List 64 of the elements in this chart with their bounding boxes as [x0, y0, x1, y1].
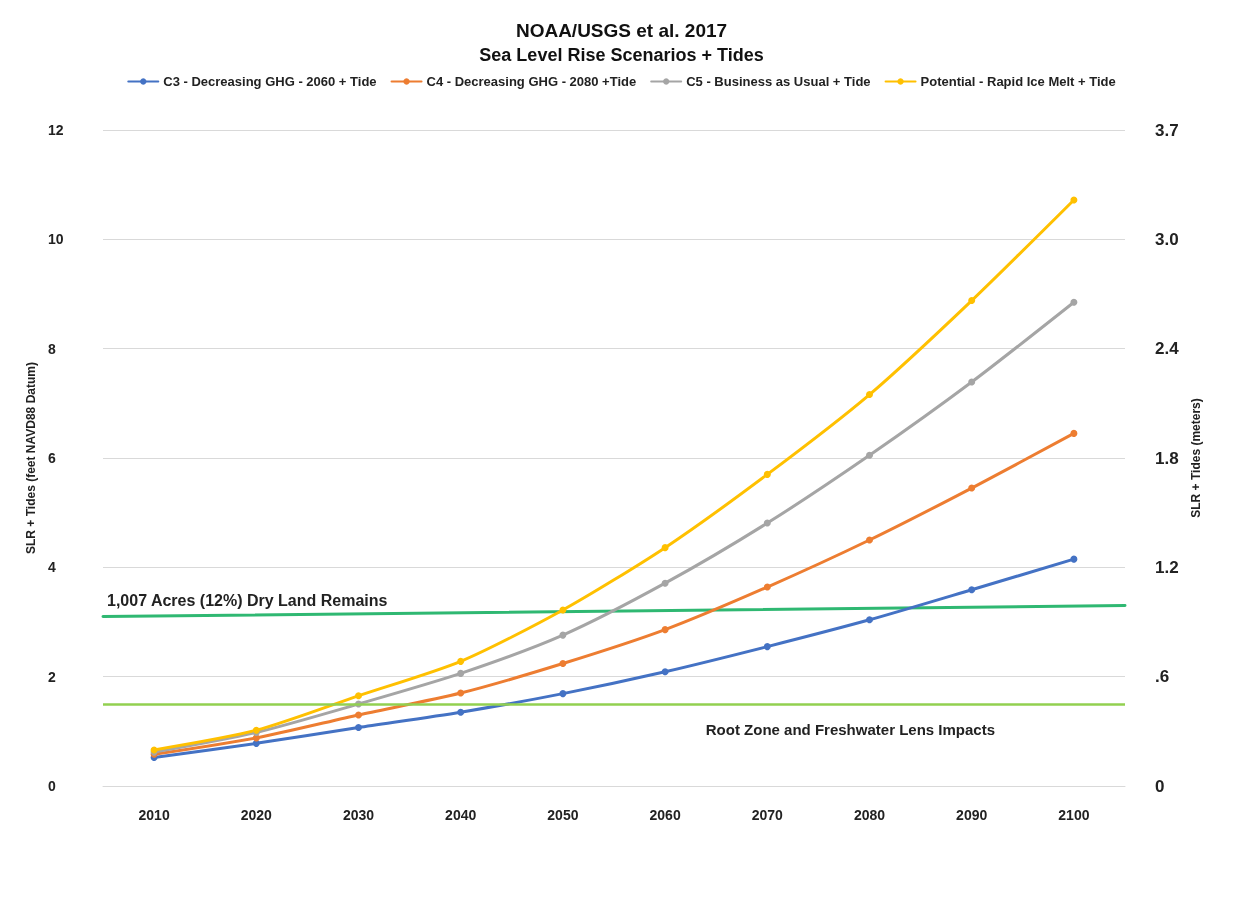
point — [1070, 298, 1078, 306]
ref-line-label: Root Zone and Freshwater Lens Impacts — [705, 721, 995, 738]
annotation: 1,007 Acres (12%) Dry Land Remains — [107, 592, 388, 610]
point — [968, 297, 976, 305]
point — [968, 484, 976, 492]
point — [457, 669, 465, 677]
point — [559, 660, 567, 668]
point — [661, 544, 669, 552]
y2-tick-label: 3.7 — [1155, 120, 1179, 140]
point — [866, 536, 873, 544]
point — [559, 631, 567, 639]
x-tick-label: 2010 — [138, 807, 170, 823]
point — [968, 586, 976, 594]
y-tick-label: 4 — [48, 559, 56, 576]
y2-tick-label: .6 — [1155, 667, 1170, 687]
point — [661, 579, 669, 587]
y2-tick-label: 1.2 — [1155, 557, 1179, 577]
point — [355, 692, 362, 700]
x-tick-label: 2060 — [649, 807, 681, 823]
point — [355, 724, 362, 731]
y2-tick-label: 3.0 — [1155, 229, 1179, 249]
point — [661, 626, 669, 634]
point — [1070, 555, 1078, 563]
x-tick-label: 2050 — [547, 807, 579, 823]
point — [968, 378, 976, 386]
point — [763, 643, 771, 651]
x-tick-label: 2030 — [342, 807, 375, 823]
point — [457, 657, 465, 665]
x-tick-label: 2080 — [853, 807, 886, 823]
y-tick-label: 2 — [48, 668, 56, 685]
x-tick-label: 2100 — [1058, 807, 1090, 823]
legend-label: C3 - Decreasing GHG - 2060 + Tide — [163, 74, 377, 89]
legend-label: C4 - Decreasing GHG - 2080 +Tide — [426, 74, 637, 89]
y-tick-label: 10 — [48, 231, 64, 248]
point — [252, 739, 260, 747]
legend-label: Potential - Rapid Ice Melt + Tide — [920, 74, 1116, 89]
chart-title: NOAA/USGS et al. 2017 — [515, 20, 728, 41]
y-tick-label: 12 — [48, 122, 64, 138]
point — [1070, 429, 1078, 437]
x-tick-label: 2020 — [240, 807, 273, 823]
x-tick-label: 2040 — [445, 807, 477, 823]
y2-tick-label: 2.4 — [1155, 339, 1180, 359]
point — [763, 519, 771, 527]
point — [355, 711, 362, 719]
point — [866, 451, 873, 459]
y-tick-label: 0 — [48, 778, 56, 794]
y-tick-label: 6 — [48, 450, 56, 466]
point — [457, 708, 465, 716]
y2-tick-label: 1.8 — [1155, 448, 1179, 468]
point — [763, 470, 771, 478]
point — [763, 583, 771, 591]
x-tick-label: 2070 — [751, 807, 784, 823]
legend-label: C5 - Business as Usual + Tide — [686, 74, 871, 89]
point — [559, 690, 567, 698]
y2-axis-title: SLR + Tides (meters) — [1189, 398, 1203, 518]
y2-tick-label: 0 — [1155, 776, 1165, 796]
y-tick-label: 8 — [48, 340, 56, 357]
y-axis-title: SLR + Tides (feet NAVD88 Datum) — [24, 362, 39, 554]
point — [866, 391, 873, 399]
x-tick-label: 2090 — [956, 807, 988, 823]
point — [661, 668, 669, 676]
point — [866, 616, 873, 624]
point — [457, 689, 465, 697]
chart-subtitle: Sea Level Rise Scenarios + Tides — [479, 45, 764, 65]
